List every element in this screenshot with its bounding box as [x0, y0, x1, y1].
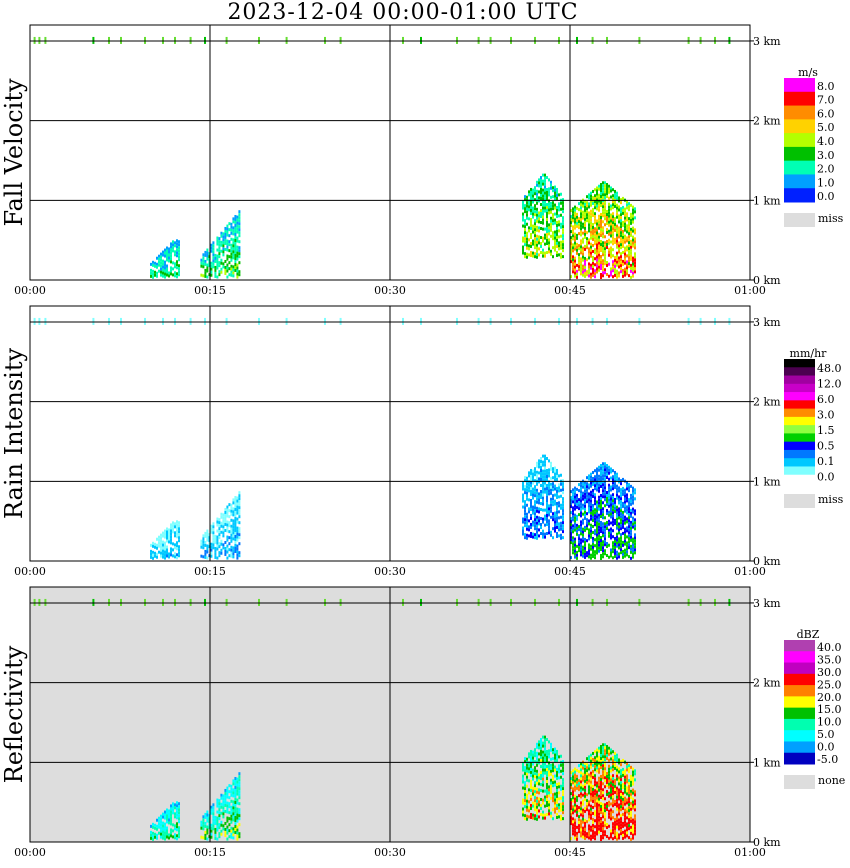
- plot-frame: [29, 24, 751, 281]
- height-tick-label: 1 km: [753, 475, 781, 488]
- legend-label: 5.0: [817, 121, 835, 134]
- legend-label: 48.0: [817, 362, 842, 375]
- time-tick-label: 01:00: [734, 284, 766, 297]
- legend-label: 6.0: [817, 393, 835, 406]
- legend-label: 1.0: [817, 176, 835, 189]
- time-tick-label: 00:30: [374, 846, 406, 859]
- legend-label: 3.0: [817, 149, 835, 162]
- legend-label: 15.0: [817, 703, 842, 716]
- legend-label: 3.0: [817, 408, 835, 421]
- time-tick-label: 00:00: [14, 284, 46, 297]
- height-tick-label: 3 km: [753, 597, 781, 610]
- legend-label: -5.0: [817, 753, 838, 766]
- legend-label: 7.0: [817, 94, 835, 107]
- echo-cell-2: [522, 454, 564, 540]
- legend-missing-label: none: [818, 774, 845, 787]
- time-tick-label: 00:45: [554, 846, 586, 859]
- legend-label: 0.0: [817, 740, 835, 753]
- fall-velocity-panel: 0 km 1 km 2 km 3 km 00:00 00:15 00:30 00:45 01:0…: [0, 24, 844, 297]
- time-tick-label: 00:00: [14, 846, 46, 859]
- plot-frame: [29, 305, 751, 562]
- legend-label: 0.1: [817, 455, 835, 468]
- legend-label: 20.0: [817, 691, 842, 704]
- legend-label: 0.0: [817, 190, 835, 203]
- echo-cell-3: [570, 743, 636, 841]
- echo-cell-3: [570, 462, 636, 560]
- echo-cell-0: [150, 801, 180, 841]
- height-tick-label: 1 km: [753, 194, 781, 207]
- legend-label: 8.0: [817, 80, 835, 93]
- legend-unit: m/s: [798, 66, 818, 79]
- grid: [30, 306, 750, 561]
- legend-label: 35.0: [817, 654, 842, 667]
- legend-label: 6.0: [817, 107, 835, 120]
- height-tick-label: 3 km: [753, 35, 781, 48]
- time-tick-label: 01:00: [734, 846, 766, 859]
- height-tick-label: 0 km: [753, 555, 781, 568]
- time-tick-label: 00:00: [14, 565, 46, 578]
- time-tick-label: 00:15: [194, 565, 226, 578]
- height-tick-label: 2 km: [753, 115, 781, 128]
- time-tick-label: 00:45: [554, 284, 586, 297]
- plot-frame: [29, 586, 751, 843]
- legend-label: 4.0: [817, 135, 835, 148]
- time-tick-label: 00:30: [374, 565, 406, 578]
- time-tick-label: 00:15: [194, 284, 226, 297]
- rain-intensity-panel: 0 km 1 km 2 km 3 km 00:00 00:15 00:30 00:45 01:0…: [0, 305, 844, 578]
- legend-label: 2.0: [817, 163, 835, 176]
- reflectivity-panel: 0 km 1 km 2 km 3 km 00:00 00:15 00:30 00:45 01:0…: [0, 586, 845, 859]
- legend-label: 5.0: [817, 728, 835, 741]
- color-legend: m/s8.07.06.05.04.03.02.01.00.0 miss: [784, 66, 844, 227]
- legend-missing-label: miss: [818, 493, 844, 506]
- legend-label: 0.5: [817, 439, 835, 452]
- legend-label: 1.5: [817, 424, 835, 437]
- time-tick-label: 01:00: [734, 565, 766, 578]
- height-tick-label: 0 km: [753, 274, 781, 287]
- echo-cell-0: [150, 520, 180, 560]
- echo-cell-3: [570, 181, 636, 279]
- legend-label: 12.0: [817, 377, 842, 390]
- echo-cell-0: [150, 239, 180, 279]
- echo-cell-1: [200, 210, 241, 279]
- color-legend: dBZ40.035.030.025.020.015.010.05.00.0-5.…: [784, 628, 845, 789]
- height-tick-label: 1 km: [753, 756, 781, 769]
- legend-label: 10.0: [817, 716, 842, 729]
- panel-ylabel: Rain Intensity: [0, 348, 28, 520]
- panel-ylabel: Fall Velocity: [0, 78, 28, 227]
- grid: [30, 25, 750, 280]
- height-tick-label: 2 km: [753, 677, 781, 690]
- time-tick-label: 00:45: [554, 565, 586, 578]
- legend-label: 40.0: [817, 641, 842, 654]
- time-tick-label: 00:15: [194, 846, 226, 859]
- chart-title: 2023-12-04 00:00-01:00 UTC: [227, 0, 579, 25]
- height-tick-label: 0 km: [753, 836, 781, 849]
- color-legend: mm/hr 48.0 12.0 6.0 3.0 1.5 0.5 0.1 0.0 miss: [784, 347, 844, 508]
- echo-cell-1: [200, 491, 241, 560]
- echo-cell-2: [522, 735, 564, 821]
- grid: [30, 587, 750, 842]
- legend-unit: mm/hr: [790, 347, 828, 360]
- echo-cell-1: [200, 772, 241, 841]
- panel-ylabel: Reflectivity: [0, 645, 28, 783]
- legend-label: 30.0: [817, 666, 842, 679]
- legend-missing-label: miss: [818, 212, 844, 225]
- legend-label: 0.0: [817, 470, 835, 483]
- height-tick-label: 3 km: [753, 316, 781, 329]
- time-tick-label: 00:30: [374, 284, 406, 297]
- legend-unit: dBZ: [797, 628, 820, 641]
- legend-label: 25.0: [817, 678, 842, 691]
- height-tick-label: 2 km: [753, 396, 781, 409]
